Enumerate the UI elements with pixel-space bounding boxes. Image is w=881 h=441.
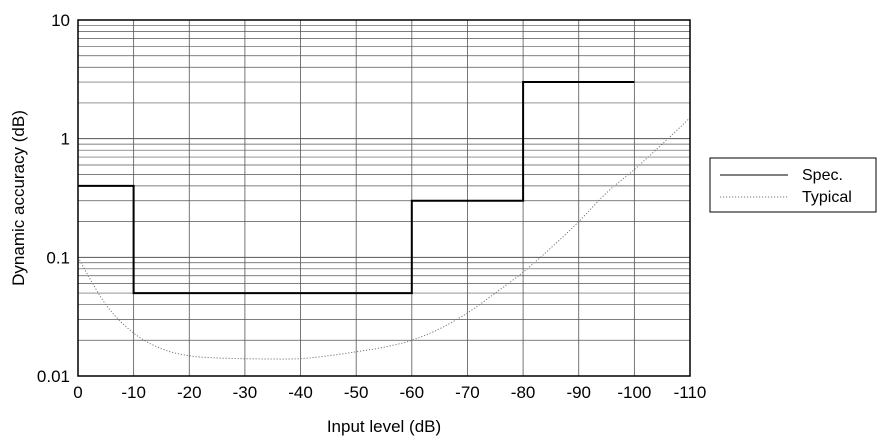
series-line-spec bbox=[78, 81, 635, 295]
x-tick-label: -50 bbox=[344, 383, 369, 402]
plot-frame bbox=[77, 19, 691, 377]
series-layer bbox=[77, 81, 691, 360]
legend: Spec. Typical bbox=[709, 157, 877, 213]
grid bbox=[77, 20, 691, 377]
x-tick-label: -100 bbox=[617, 383, 651, 402]
tick-labels: 0 -10 -20 -30 -40 -50 -60 -70 -80 -90 -100 -110 0.01… bbox=[37, 11, 706, 402]
x-axis-title: Input level (dB) bbox=[327, 417, 441, 436]
legend-box bbox=[709, 157, 877, 213]
y-tick-label: 0.01 bbox=[37, 367, 70, 386]
y-tick-label: 1 bbox=[61, 130, 70, 149]
y-tick-label: 0.1 bbox=[46, 248, 70, 267]
x-tick-label: -10 bbox=[121, 383, 146, 402]
x-tick-label: 0 bbox=[73, 383, 82, 402]
y-axis-title: Dynamic accuracy (dB) bbox=[9, 110, 28, 286]
x-tick-label: -90 bbox=[566, 383, 591, 402]
x-tick-label: -70 bbox=[455, 383, 480, 402]
x-tick-label: -60 bbox=[400, 383, 425, 402]
x-tick-label: -110 bbox=[674, 383, 707, 402]
x-tick-label: -20 bbox=[177, 383, 202, 402]
x-tick-label: -30 bbox=[233, 383, 258, 402]
x-tick-label: -40 bbox=[288, 383, 313, 402]
legend-label: Typical bbox=[802, 189, 852, 206]
x-tick-label: -80 bbox=[511, 383, 536, 402]
y-tick-label: 10 bbox=[51, 11, 70, 30]
series-line-typical bbox=[77, 117, 691, 360]
legend-label: Spec. bbox=[802, 167, 843, 184]
